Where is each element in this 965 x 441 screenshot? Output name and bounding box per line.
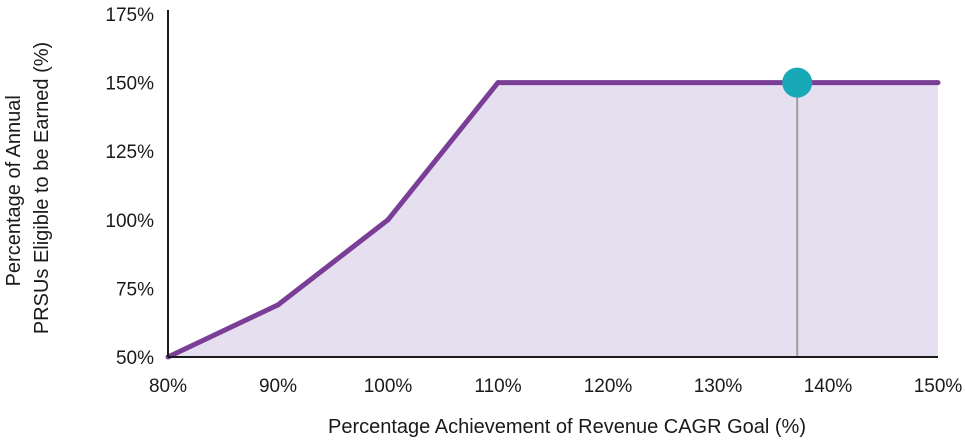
x-tick-label: 100%: [364, 376, 413, 397]
x-axis-title: Percentage Achievement of Revenue CAGR G…: [328, 416, 806, 438]
x-tick-label: 120%: [584, 376, 633, 397]
data-point-90: [275, 302, 281, 308]
y-tick-label: 125%: [105, 142, 154, 163]
y-axis-title-line-1: Percentage of Annual: [3, 95, 25, 286]
data-point-110: [495, 80, 501, 86]
data-point-150: [935, 80, 941, 86]
data-point-100: [385, 217, 391, 223]
x-tick-label: 80%: [149, 376, 187, 397]
y-tick-label: 75%: [116, 279, 154, 300]
x-tick-labels: 80% 90% 100% 110% 120% 130% 140% 150%: [149, 376, 962, 397]
x-tick-label: 140%: [804, 376, 853, 397]
y-axis-title: Percentage of Annual PRSUs Eligible to b…: [3, 42, 53, 334]
area-fill: [168, 82, 938, 357]
y-tick-labels: 50% 75% 100% 125% 150% 175%: [105, 5, 154, 369]
y-tick-label: 175%: [105, 5, 154, 26]
achievement-marker: [782, 67, 813, 98]
y-tick-label: 50%: [116, 348, 154, 369]
x-tick-label: 150%: [914, 376, 963, 397]
x-tick-label: 110%: [474, 376, 521, 397]
plot-area: [165, 67, 941, 360]
x-tick-label: 90%: [259, 376, 297, 397]
y-tick-label: 100%: [105, 211, 154, 232]
y-tick-label: 150%: [105, 74, 154, 95]
axes: [167, 10, 938, 358]
x-tick-label: 130%: [694, 376, 743, 397]
y-axis-title-line-2: PRSUs Eligible to be Earned (%): [31, 42, 53, 334]
